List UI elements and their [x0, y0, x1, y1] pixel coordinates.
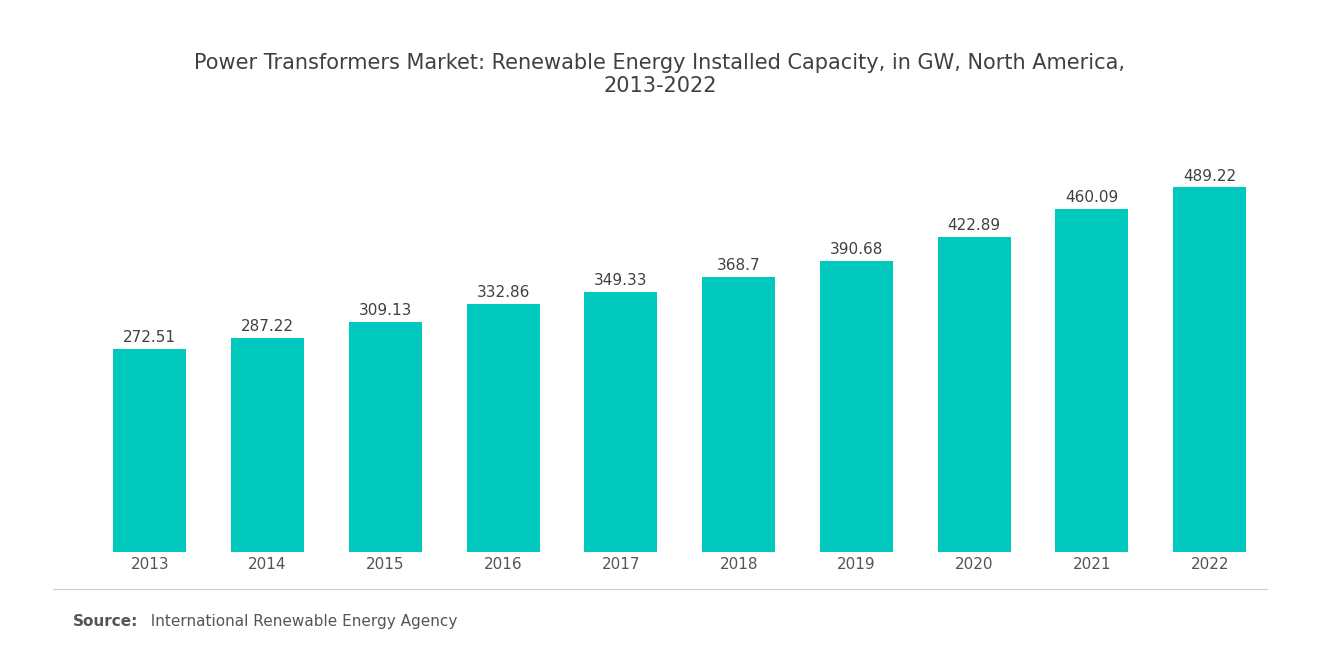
Text: Source:: Source: [73, 614, 139, 629]
Text: Power Transformers Market: Renewable Energy Installed Capacity, in GW, North Ame: Power Transformers Market: Renewable Ene… [194, 53, 1126, 96]
Text: 309.13: 309.13 [359, 303, 412, 318]
Text: 489.22: 489.22 [1183, 169, 1237, 184]
Bar [1173, 188, 1246, 552]
Bar [348, 322, 422, 552]
Bar [585, 292, 657, 552]
Bar [467, 304, 540, 552]
Text: 368.7: 368.7 [717, 259, 760, 273]
Bar [937, 237, 1011, 552]
Bar [702, 277, 775, 552]
Bar [820, 261, 892, 552]
Bar [114, 349, 186, 552]
Text: 332.86: 332.86 [477, 285, 529, 300]
Bar [1056, 209, 1129, 552]
Text: 287.22: 287.22 [242, 319, 294, 334]
Bar [231, 338, 304, 552]
Text: 460.09: 460.09 [1065, 190, 1118, 205]
Text: 422.89: 422.89 [948, 218, 1001, 233]
Text: 272.51: 272.51 [123, 330, 177, 345]
Text: 349.33: 349.33 [594, 273, 648, 288]
Text: International Renewable Energy Agency: International Renewable Energy Agency [141, 614, 458, 629]
Text: 390.68: 390.68 [830, 242, 883, 257]
